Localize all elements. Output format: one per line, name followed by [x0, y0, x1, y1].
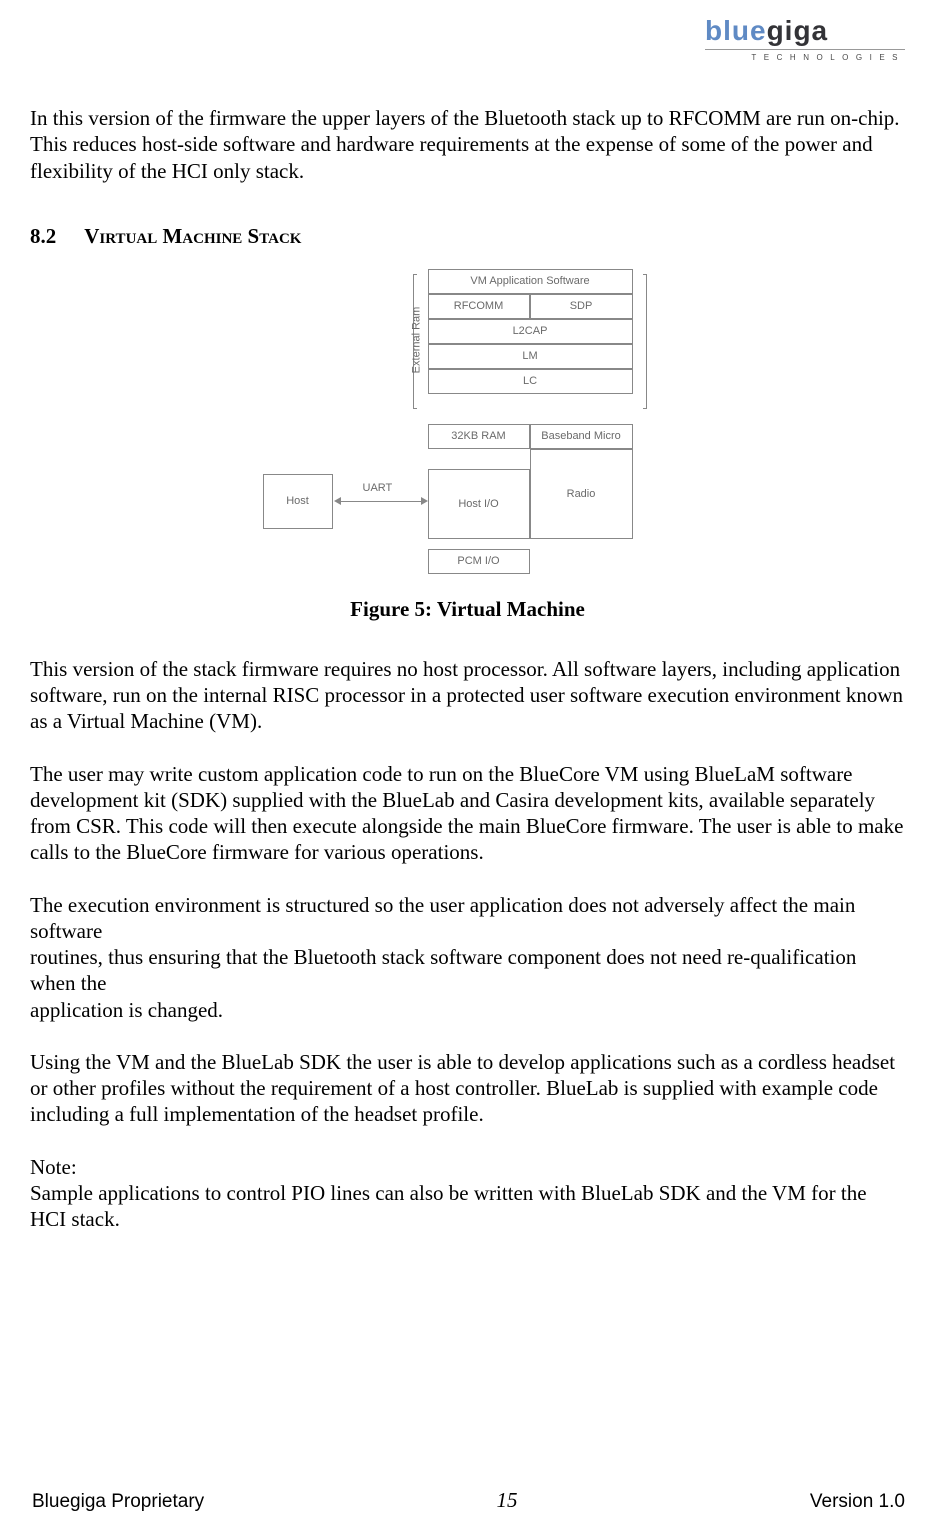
intro-paragraph: In this version of the firmware the uppe…	[30, 105, 905, 184]
paragraph-3-line-c: application is changed.	[30, 997, 905, 1023]
external-ram-label: External Ram	[410, 306, 422, 373]
footer-page-number: 15	[497, 1488, 518, 1513]
paragraph-4: Using the VM and the BlueLab SDK the use…	[30, 1049, 905, 1128]
page-footer: Bluegiga Proprietary 15 Version 1.0	[32, 1488, 905, 1513]
section-heading: 8.2 Virtual Machine Stack	[30, 224, 905, 249]
box-ram: 32KB RAM	[428, 424, 530, 449]
paragraph-1: This version of the stack firmware requi…	[30, 656, 905, 735]
logo-blue-text: blue	[705, 15, 767, 46]
footer-right: Version 1.0	[810, 1491, 905, 1513]
box-l2cap: L2CAP	[428, 319, 633, 344]
uart-arrow-left-icon	[334, 497, 341, 505]
box-lm: LM	[428, 344, 633, 369]
logo-tagline: TECHNOLOGIES	[705, 49, 905, 62]
uart-arrow-line	[341, 501, 421, 502]
logo: bluegiga TECHNOLOGIES	[705, 15, 905, 55]
box-baseband: Baseband Micro	[530, 424, 633, 449]
paragraph-3: The execution environment is structured …	[30, 892, 905, 1023]
footer-left: Bluegiga Proprietary	[32, 1491, 204, 1513]
box-lc: LC	[428, 369, 633, 394]
logo-region: bluegiga TECHNOLOGIES	[30, 15, 905, 55]
note-label: Note:	[30, 1154, 905, 1180]
section-title: Virtual Machine Stack	[84, 224, 301, 248]
bracket-right	[643, 274, 647, 409]
vm-stack-diagram: External Ram VM Application Software RFC…	[243, 269, 693, 579]
box-host: Host	[263, 474, 333, 529]
logo-dark-text: giga	[767, 15, 829, 46]
box-vm-app: VM Application Software	[428, 269, 633, 294]
paragraph-2: The user may write custom application co…	[30, 761, 905, 866]
box-hostio: Host I/O	[428, 469, 530, 539]
paragraph-3-line-a: The execution environment is structured …	[30, 892, 905, 945]
uart-label: UART	[363, 482, 393, 494]
figure-caption: Figure 5: Virtual Machine	[30, 597, 905, 622]
uart-arrow-right-icon	[421, 497, 428, 505]
section-number: 8.2	[30, 224, 56, 249]
note-block: Note: Sample applications to control PIO…	[30, 1154, 905, 1233]
note-body: Sample applications to control PIO lines…	[30, 1180, 905, 1233]
paragraph-3-line-b: routines, thus ensuring that the Bluetoo…	[30, 944, 905, 997]
box-rfcomm: RFCOMM	[428, 294, 530, 319]
box-pcm: PCM I/O	[428, 549, 530, 574]
box-radio: Radio	[530, 449, 633, 539]
box-sdp: SDP	[530, 294, 633, 319]
